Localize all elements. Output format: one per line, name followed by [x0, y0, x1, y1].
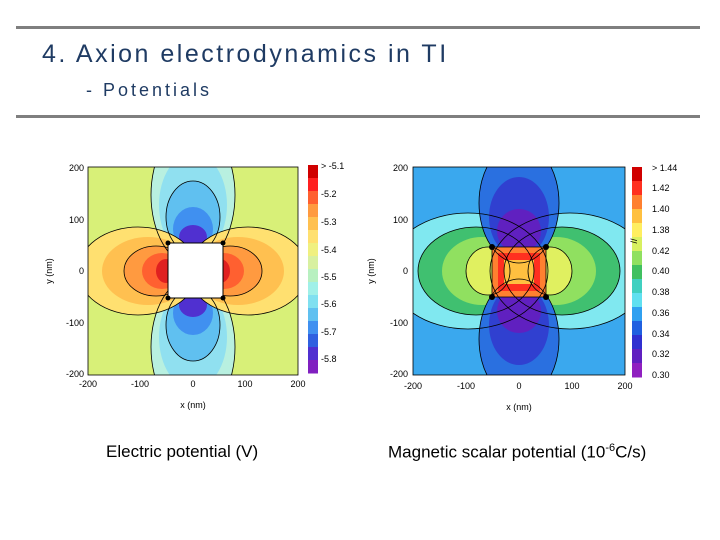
colorbar-label: 0.30 — [652, 370, 670, 380]
colorbar-swatch — [632, 195, 642, 210]
caption-exponent: -6 — [605, 442, 616, 454]
colorbar-swatch — [632, 335, 642, 350]
colorbar-label: 1.40 — [652, 204, 670, 214]
colorbar-label: > 1.44 — [652, 163, 677, 173]
electric-potential-contours — [88, 167, 298, 375]
magnetic-potential-contours — [413, 167, 625, 375]
colorbar-swatch — [632, 167, 642, 182]
colorbar-swatch — [308, 230, 318, 244]
colorbar-swatch — [308, 165, 318, 179]
y-tick-neg100: -100 — [66, 318, 84, 328]
bottom-rule — [16, 115, 700, 118]
x-tick-neg100: -100 — [457, 381, 475, 391]
top-rule — [16, 26, 700, 29]
colorbar-label: 0.32 — [652, 349, 670, 359]
colorbar-swatch — [308, 191, 318, 205]
slide-subtitle: - Potentials — [86, 80, 213, 100]
colorbar-swatch — [632, 321, 642, 336]
colorbar-swatch — [308, 334, 318, 348]
colorbar-swatch — [308, 243, 318, 257]
y-tick-0: 0 — [403, 266, 408, 276]
y-tick-200: 200 — [393, 163, 408, 173]
x-tick-neg200: -200 — [404, 381, 422, 391]
colorbar-swatch — [632, 279, 642, 294]
colorbar-swatch — [308, 295, 318, 309]
colorbar-label: -5.3 — [321, 217, 337, 227]
colorbar-label: 0.36 — [652, 308, 670, 318]
x-axis-label: x (nm) — [506, 402, 532, 412]
electric-colorbar — [308, 165, 318, 374]
colorbar-label: 0.38 — [652, 287, 670, 297]
y-axis-label: y (nm) — [366, 258, 376, 284]
colorbar-label: -5.7 — [321, 327, 337, 337]
colorbar-swatch — [308, 321, 318, 335]
x-tick-100: 100 — [564, 381, 579, 391]
y-tick-100: 100 — [69, 215, 84, 225]
caption-text: Electric potential (V) — [106, 442, 259, 461]
colorbar-swatch — [632, 363, 642, 378]
colorbar-label: > -5.1 — [321, 161, 344, 171]
x-tick-100: 100 — [237, 379, 252, 389]
magnetic-potential-caption: Magnetic scalar potential (10-6C/s) — [388, 442, 646, 463]
colorbar-swatch — [308, 282, 318, 296]
y-tick-200: 200 — [69, 163, 84, 173]
colorbar-swatch — [308, 347, 318, 361]
colorbar-swatch — [632, 181, 642, 196]
colorbar-label: -5.4 — [321, 245, 337, 255]
colorbar-swatch — [308, 269, 318, 283]
colorbar-label: 1.42 — [652, 183, 670, 193]
electric-potential-caption: Electric potential (V) — [106, 442, 258, 462]
colorbar-swatch — [308, 256, 318, 270]
colorbar-swatch — [308, 178, 318, 192]
colorbar-label: -5.8 — [321, 354, 337, 364]
y-tick-neg100: -100 — [390, 318, 408, 328]
x-tick-neg100: -100 — [131, 379, 149, 389]
slide-title: 4. Axion electrodynamics in TI — [42, 40, 449, 68]
magnetic-potential-plot: 200 100 0 -100 -200 -200 -100 0 100 200 … — [358, 155, 688, 415]
colorbar-swatch — [632, 237, 642, 252]
colorbar-label: 1.38 — [652, 225, 670, 235]
colorbar-break-mark: // — [629, 238, 639, 244]
y-tick-neg200: -200 — [66, 369, 84, 379]
colorbar-label: 0.40 — [652, 266, 670, 276]
colorbar-swatch — [632, 209, 642, 224]
caption-unit: C/s) — [615, 442, 647, 462]
magnetic-colorbar — [632, 167, 642, 378]
colorbar-swatch — [632, 223, 642, 238]
caption-text: Magnetic scalar potential (10 — [388, 442, 606, 462]
colorbar-swatch — [308, 204, 318, 218]
electric-potential-plot: 200 100 0 -100 -200 -200 -100 0 100 200 … — [38, 155, 358, 415]
colorbar-label: 0.34 — [652, 329, 670, 339]
y-tick-100: 100 — [393, 215, 408, 225]
colorbar-swatch — [308, 360, 318, 374]
colorbar-label: -5.5 — [321, 272, 337, 282]
x-tick-0: 0 — [516, 381, 521, 391]
colorbar-swatch — [308, 217, 318, 231]
colorbar-label: 0.42 — [652, 246, 670, 256]
x-tick-0: 0 — [190, 379, 195, 389]
colorbar-swatch — [308, 308, 318, 322]
colorbar-label: -5.2 — [321, 189, 337, 199]
x-tick-200: 200 — [617, 381, 632, 391]
y-axis-label: y (nm) — [44, 258, 54, 284]
x-axis-label: x (nm) — [180, 400, 206, 410]
colorbar-swatch — [632, 349, 642, 364]
colorbar-label: -5.6 — [321, 299, 337, 309]
y-tick-0: 0 — [79, 266, 84, 276]
colorbar-swatch — [632, 251, 642, 266]
colorbar-swatch — [632, 265, 642, 280]
x-tick-neg200: -200 — [79, 379, 97, 389]
x-tick-200: 200 — [290, 379, 305, 389]
colorbar-swatch — [632, 307, 642, 322]
colorbar-swatch — [632, 293, 642, 308]
y-tick-neg200: -200 — [390, 369, 408, 379]
